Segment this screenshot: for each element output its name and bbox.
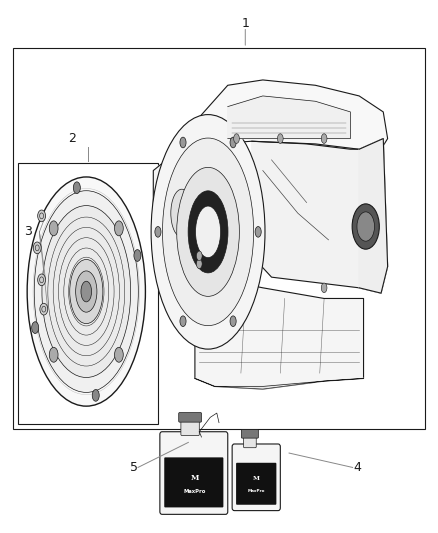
Ellipse shape	[92, 390, 99, 401]
Text: 1: 1	[241, 18, 249, 30]
Ellipse shape	[114, 221, 123, 236]
Text: MaxPro: MaxPro	[184, 489, 206, 494]
Ellipse shape	[42, 206, 131, 377]
Text: MaxPro: MaxPro	[247, 489, 265, 493]
Ellipse shape	[255, 227, 261, 237]
Ellipse shape	[180, 316, 186, 327]
FancyBboxPatch shape	[232, 444, 280, 511]
Polygon shape	[228, 96, 350, 139]
FancyBboxPatch shape	[244, 436, 256, 448]
Polygon shape	[153, 144, 223, 272]
Ellipse shape	[196, 259, 202, 269]
FancyBboxPatch shape	[241, 430, 258, 438]
FancyBboxPatch shape	[179, 413, 201, 422]
Bar	[18, 163, 158, 424]
Ellipse shape	[352, 204, 379, 249]
FancyBboxPatch shape	[160, 432, 228, 514]
Ellipse shape	[321, 134, 327, 143]
Ellipse shape	[165, 177, 198, 249]
Polygon shape	[195, 266, 364, 389]
Ellipse shape	[195, 206, 221, 257]
Ellipse shape	[357, 212, 374, 241]
Ellipse shape	[234, 134, 239, 143]
Ellipse shape	[34, 191, 138, 392]
Ellipse shape	[162, 138, 254, 326]
Text: M: M	[191, 474, 199, 482]
Text: 5: 5	[130, 461, 138, 474]
Polygon shape	[359, 139, 388, 293]
Ellipse shape	[134, 249, 141, 261]
Ellipse shape	[171, 189, 193, 237]
Ellipse shape	[27, 177, 145, 406]
Text: 4: 4	[353, 461, 361, 474]
Ellipse shape	[230, 316, 236, 327]
Ellipse shape	[114, 348, 123, 362]
Ellipse shape	[76, 271, 97, 312]
Ellipse shape	[38, 210, 46, 222]
Ellipse shape	[40, 303, 48, 315]
FancyBboxPatch shape	[236, 463, 276, 505]
Ellipse shape	[230, 137, 236, 148]
Ellipse shape	[188, 191, 228, 273]
Ellipse shape	[278, 134, 283, 143]
FancyBboxPatch shape	[181, 420, 199, 435]
Polygon shape	[252, 139, 388, 293]
Ellipse shape	[32, 322, 39, 334]
Ellipse shape	[38, 274, 46, 286]
Ellipse shape	[196, 251, 202, 261]
Ellipse shape	[70, 260, 103, 324]
Ellipse shape	[151, 115, 265, 349]
Ellipse shape	[177, 167, 239, 296]
Text: 2: 2	[68, 132, 76, 145]
FancyBboxPatch shape	[164, 457, 223, 507]
Ellipse shape	[155, 227, 161, 237]
Ellipse shape	[49, 348, 58, 362]
Ellipse shape	[321, 283, 327, 293]
Polygon shape	[195, 378, 364, 389]
Text: M: M	[253, 476, 260, 481]
Ellipse shape	[81, 281, 92, 302]
Ellipse shape	[180, 137, 186, 148]
Ellipse shape	[49, 221, 58, 236]
Ellipse shape	[33, 242, 41, 254]
Polygon shape	[191, 80, 388, 149]
Ellipse shape	[73, 182, 80, 193]
Bar	[13, 48, 425, 429]
Text: 3: 3	[25, 225, 32, 238]
